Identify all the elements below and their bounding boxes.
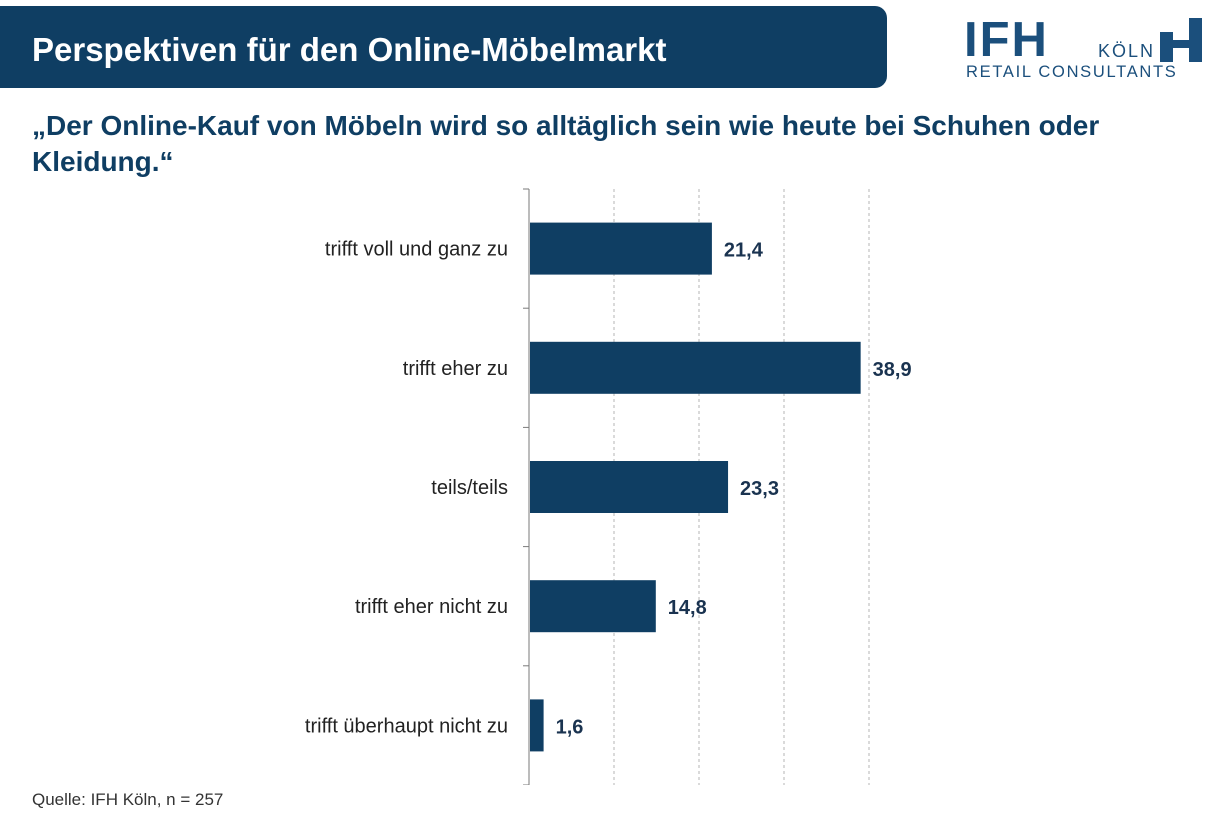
logo-tagline: RETAIL CONSULTANTS: [966, 63, 1178, 81]
logo-letters: IFH: [964, 13, 1049, 67]
data-label: 21,4: [724, 240, 764, 262]
logo-city: KÖLN: [1098, 41, 1156, 61]
data-label: 1,6: [556, 716, 584, 738]
data-label: 38,9: [873, 359, 912, 381]
bar: [530, 222, 712, 275]
category-label: trifft eher nicht zu: [355, 596, 508, 618]
chart-subtitle: „Der Online-Kauf von Möbeln wird so allt…: [32, 110, 1100, 177]
ifh-logo: IFH KÖLN RETAIL CONSULTANTS: [964, 16, 1212, 82]
page-title: Perspektiven für den Online-Möbelmarkt: [32, 31, 667, 68]
category-label: teils/teils: [431, 477, 508, 499]
bar: [530, 341, 861, 394]
data-label: 23,3: [740, 478, 779, 500]
bar: [530, 580, 656, 633]
bar-chart: trifft voll und ganz zu 21,4 trifft eher z…: [305, 188, 912, 785]
source-note: Quelle: IFH Köln, n = 257: [32, 790, 224, 809]
bar: [530, 461, 729, 513]
title-banner: Perspektiven für den Online-Möbelmarkt: [0, 6, 887, 88]
category-label: trifft eher zu: [403, 358, 508, 380]
category-label: trifft voll und ganz zu: [325, 239, 508, 261]
logo-mark-icon: [1160, 18, 1202, 62]
category-label: trifft überhaupt nicht zu: [305, 715, 508, 737]
data-label: 14,8: [668, 597, 707, 619]
bar: [530, 699, 544, 752]
